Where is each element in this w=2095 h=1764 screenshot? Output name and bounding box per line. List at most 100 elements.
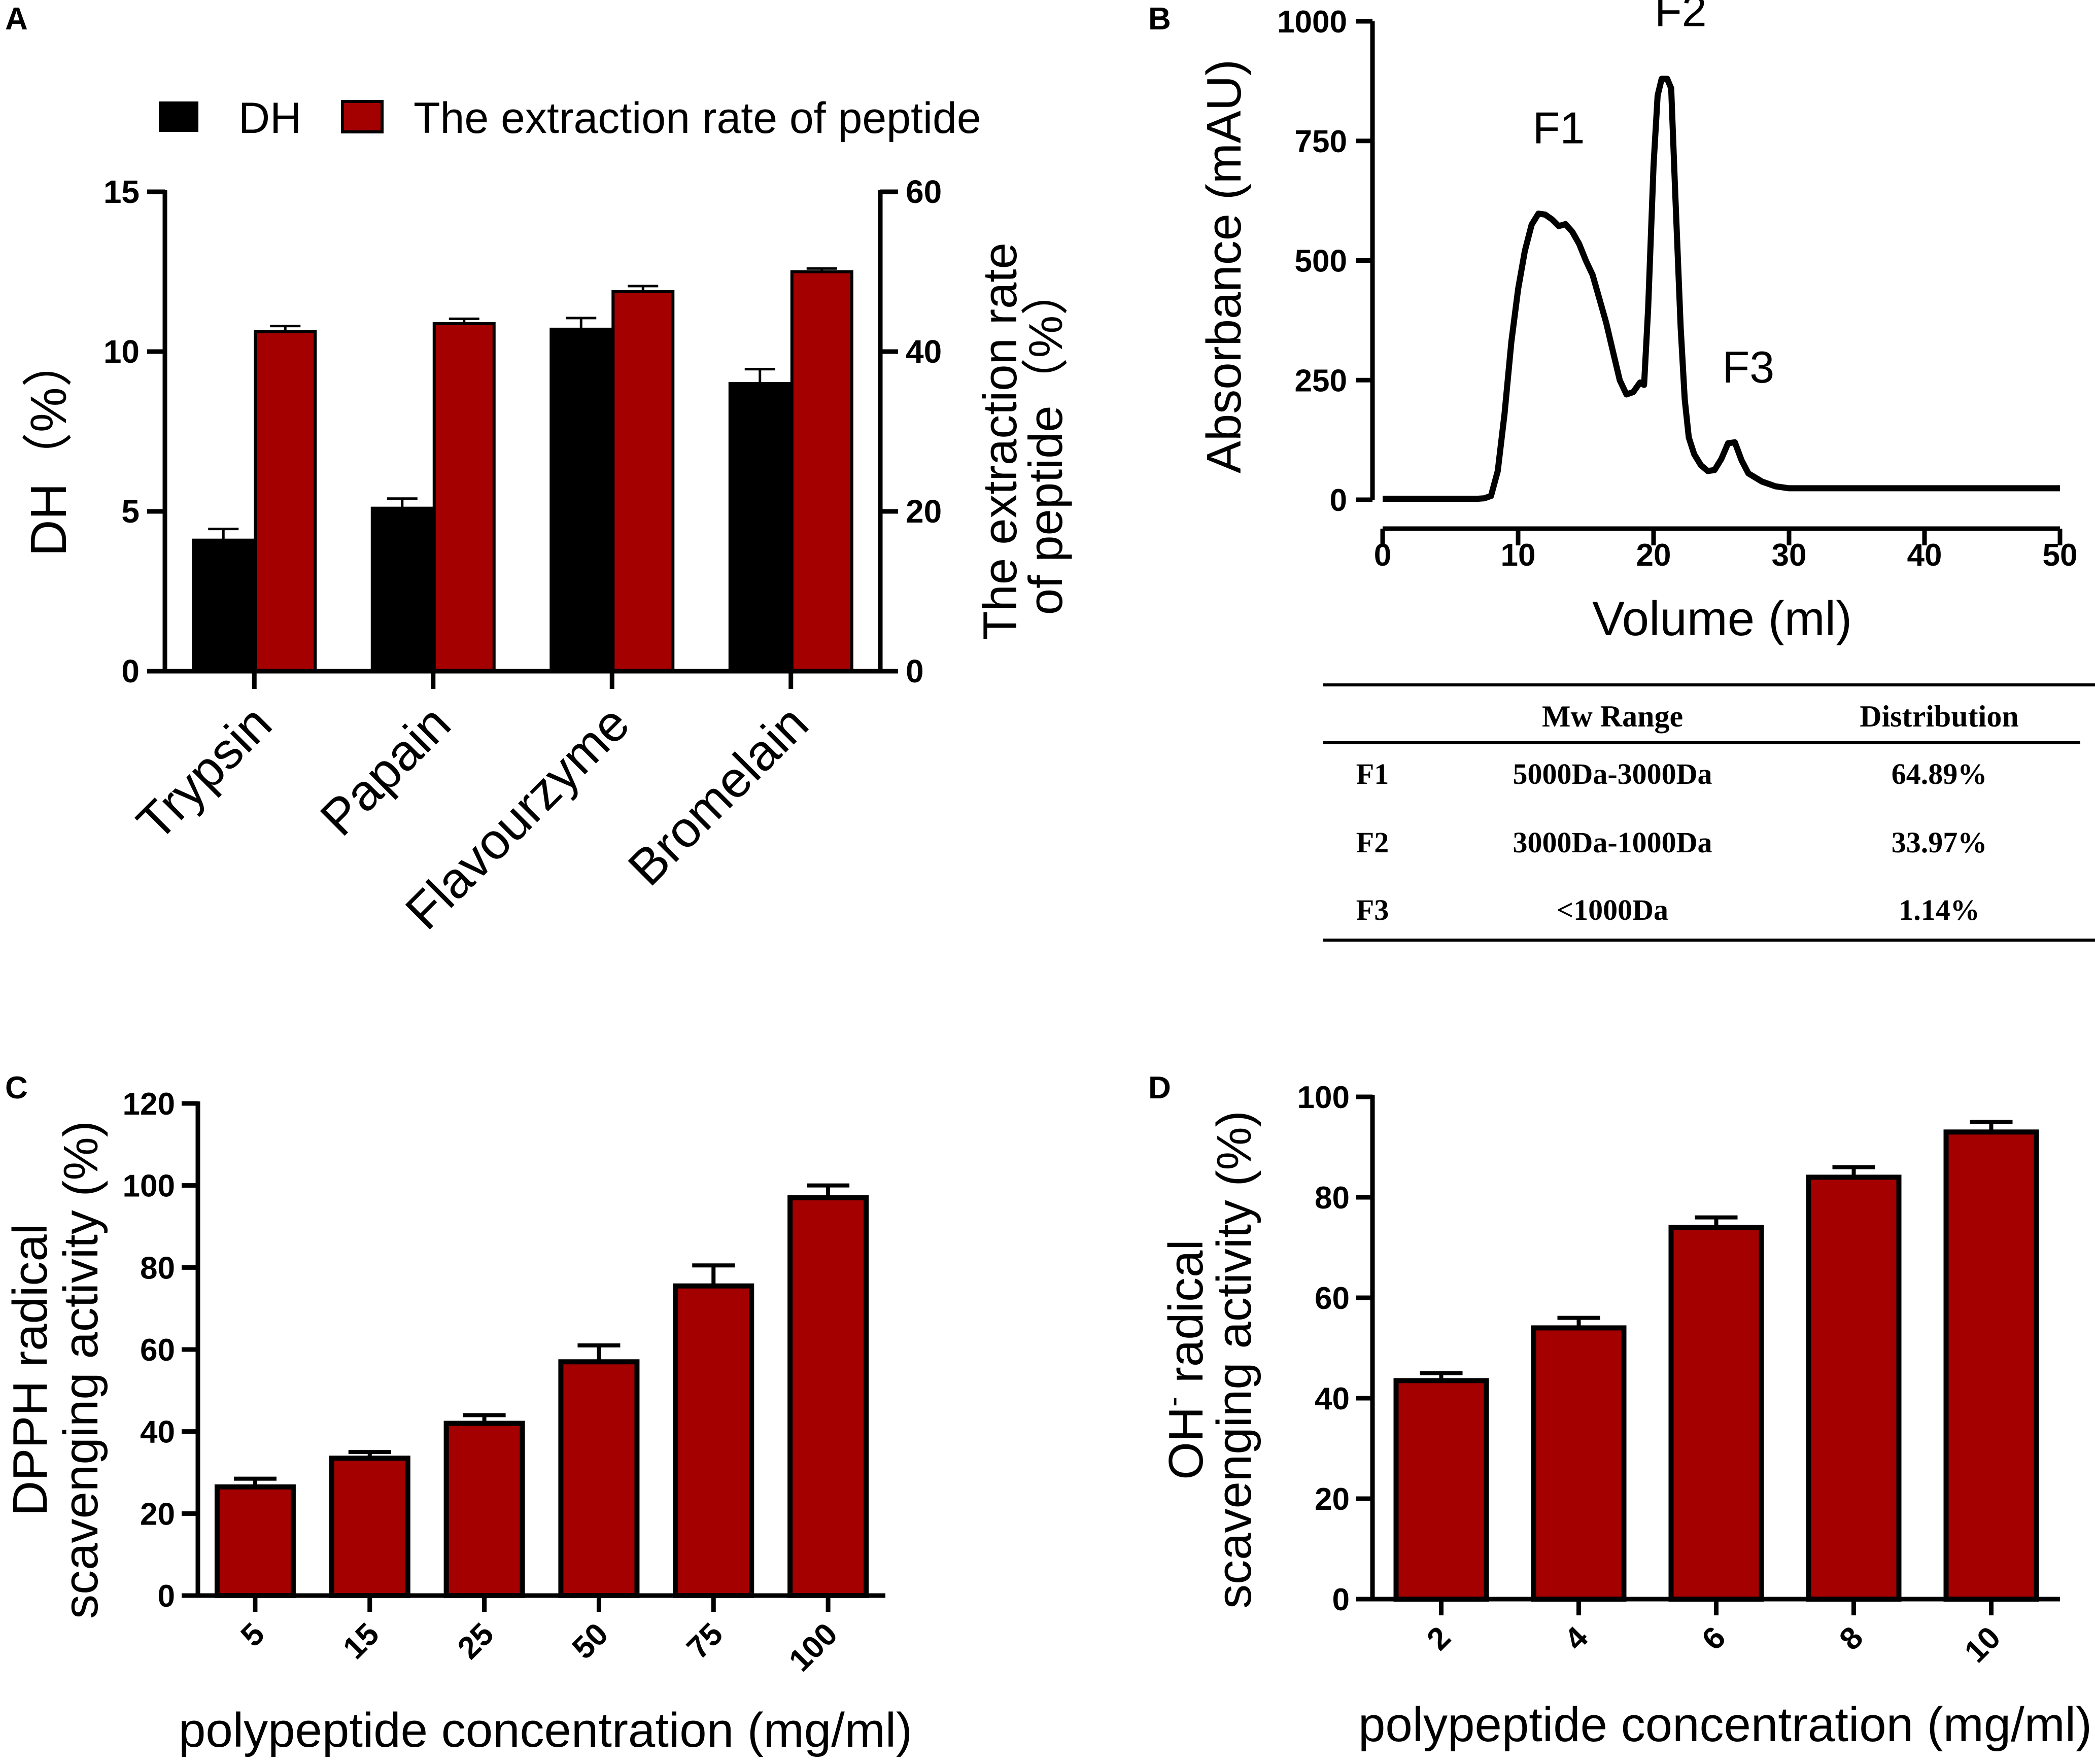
x-tick-label: 5	[234, 1616, 271, 1653]
extraction-bar	[611, 290, 675, 673]
y-tick-label: 0	[121, 653, 140, 689]
panel-c-y-axis-label-line1: DPPH radical	[3, 1224, 57, 1516]
panel-d-y-axis-label-line2: scavenging activity (%)	[1207, 1111, 1261, 1609]
bar	[214, 1484, 296, 1599]
molecular-weight-table: Mw Range Distribution F1 5000Da-3000Da 6…	[1323, 683, 2095, 942]
y-tick-label: 20	[1315, 1482, 1350, 1517]
dh-bar	[192, 538, 255, 673]
extraction-bar	[790, 270, 853, 673]
x-tick-label: 40	[1907, 538, 1942, 573]
table-cell-distribution: 64.89%	[1892, 757, 1987, 790]
panel-d-x-axis-label: polypeptide concentration (mg/ml)	[1358, 1698, 2092, 1752]
y-tick-label: 10	[104, 333, 140, 370]
legend-swatch-dh	[159, 101, 198, 132]
y-tick-label: 15	[104, 174, 140, 210]
y2-tick-label: 20	[906, 493, 942, 530]
x-tick-label: 25	[451, 1616, 501, 1666]
panel-letter-d: D	[1148, 1070, 1171, 1105]
panel-d-y-axis-label-line1: OH- radical	[1156, 1239, 1213, 1479]
x-tick-label: Papain	[310, 695, 461, 846]
x-tick-label: 8	[1833, 1620, 1870, 1657]
panel-c-x-axis-label: polypeptide concentration (mg/ml)	[179, 1703, 912, 1757]
bar	[1668, 1225, 1764, 1602]
y-tick-label: 0	[1332, 1582, 1350, 1617]
bar	[673, 1283, 754, 1598]
legend-label-extraction: The extraction rate of peptide	[414, 94, 981, 143]
panel-a-y2-axis-label-line2: of peptide（%）	[1019, 268, 1072, 615]
y-tick-label: 100	[1297, 1080, 1350, 1115]
x-tick-label: 10	[1958, 1620, 2008, 1670]
chromatogram-line	[1383, 76, 2060, 502]
table-cell-fraction: F3	[1356, 893, 1389, 926]
panel-a-legend: DH The extraction rate of peptide	[159, 94, 981, 143]
peak-label: F1	[1533, 102, 1585, 153]
x-tick-label: 30	[1772, 538, 1807, 573]
table-row: F3 <1000Da 1.14%	[1356, 893, 1980, 926]
legend-swatch-extraction	[341, 100, 384, 133]
y2-tick-label: 40	[906, 333, 942, 370]
table-row: F2 3000Da-1000Da 33.97%	[1356, 826, 1987, 859]
x-tick-label: 2	[1420, 1620, 1457, 1657]
x-tick-label: 0	[1374, 538, 1391, 573]
panel-letter-c: C	[5, 1070, 28, 1105]
x-tick-label: 6	[1695, 1620, 1732, 1657]
y2-tick-label: 60	[906, 174, 942, 210]
panel-letter-a: A	[5, 2, 28, 37]
y-tick-label: 1000	[1277, 5, 1347, 40]
y-tick-label: 0	[1330, 483, 1347, 518]
x-tick-label: 100	[782, 1616, 844, 1678]
bar	[1393, 1378, 1489, 1602]
x-tick-label: 50	[2043, 538, 2078, 573]
x-tick-label: Trypsin	[126, 695, 282, 851]
y-tick-label: 80	[140, 1251, 175, 1286]
table-cell-fraction: F1	[1356, 757, 1389, 790]
bar	[329, 1456, 410, 1598]
bar	[443, 1421, 525, 1598]
y-tick-label: 60	[140, 1333, 175, 1368]
y-tick-label: 120	[123, 1087, 175, 1122]
panel-a-y-axis-label: DH（%）	[20, 336, 77, 556]
table-cell-mw-range: <1000Da	[1557, 893, 1668, 926]
y2-tick-label: 0	[906, 653, 924, 689]
panel-c-y-axis-label-line2: scavenging activity (%)	[54, 1121, 108, 1619]
dh-bar	[549, 327, 613, 673]
panel-b-x-axis-label: Volume (ml)	[1592, 592, 1852, 646]
x-tick-label: 75	[680, 1616, 730, 1666]
panel-letter-b: B	[1148, 2, 1171, 37]
bar	[787, 1195, 869, 1599]
bar	[558, 1359, 640, 1598]
x-tick-label: 10	[1501, 538, 1536, 573]
y-tick-label: 60	[1315, 1281, 1350, 1316]
x-tick-label: Bromelain	[617, 695, 819, 896]
table-cell-mw-range: 3000Da-1000Da	[1513, 826, 1712, 859]
y-tick-label: 100	[123, 1169, 175, 1204]
table-cell-distribution: 33.97%	[1892, 826, 1987, 859]
extraction-bar	[254, 330, 317, 673]
y-tick-label: 250	[1295, 363, 1347, 398]
y-tick-label: 40	[1315, 1381, 1350, 1416]
extraction-bar	[432, 322, 496, 673]
y-tick-label: 5	[121, 493, 140, 530]
panel-b-chart: 0 250 500 750 1000 0 10 20 30 40 50 F1 F2 F3 Volume …	[1197, 0, 2077, 646]
panel-a-chart: DH The extraction rate of peptide Trypsi…	[20, 94, 1072, 940]
y-tick-label: 80	[1315, 1181, 1350, 1216]
panel-a-y2-axis-label-line1: The extraction rate	[973, 243, 1026, 640]
panel-b-y-axis-label: Absorbance (mAU)	[1197, 59, 1251, 473]
bar	[1943, 1129, 2039, 1602]
y-tick-label: 20	[140, 1497, 175, 1532]
bar	[1531, 1325, 1627, 1602]
table-cell-distribution: 1.14%	[1899, 893, 1980, 926]
y-tick-label: 750	[1295, 124, 1347, 159]
y-tick-label: 0	[158, 1579, 175, 1614]
x-tick-label: 4	[1558, 1620, 1595, 1657]
radical-text: radical	[1159, 1239, 1213, 1396]
panel-c-chart: 5 15 25 50 75 100 0 20 40 60 80 100 120 polypeptide …	[3, 1087, 912, 1757]
y-tick-label: 500	[1295, 244, 1347, 279]
table-cell-mw-range: 5000Da-3000Da	[1513, 757, 1712, 790]
peak-label: F3	[1723, 342, 1775, 392]
x-tick-label: 50	[566, 1616, 615, 1666]
table-cell-fraction: F2	[1356, 826, 1389, 859]
table-header-distribution: Distribution	[1860, 700, 2018, 733]
